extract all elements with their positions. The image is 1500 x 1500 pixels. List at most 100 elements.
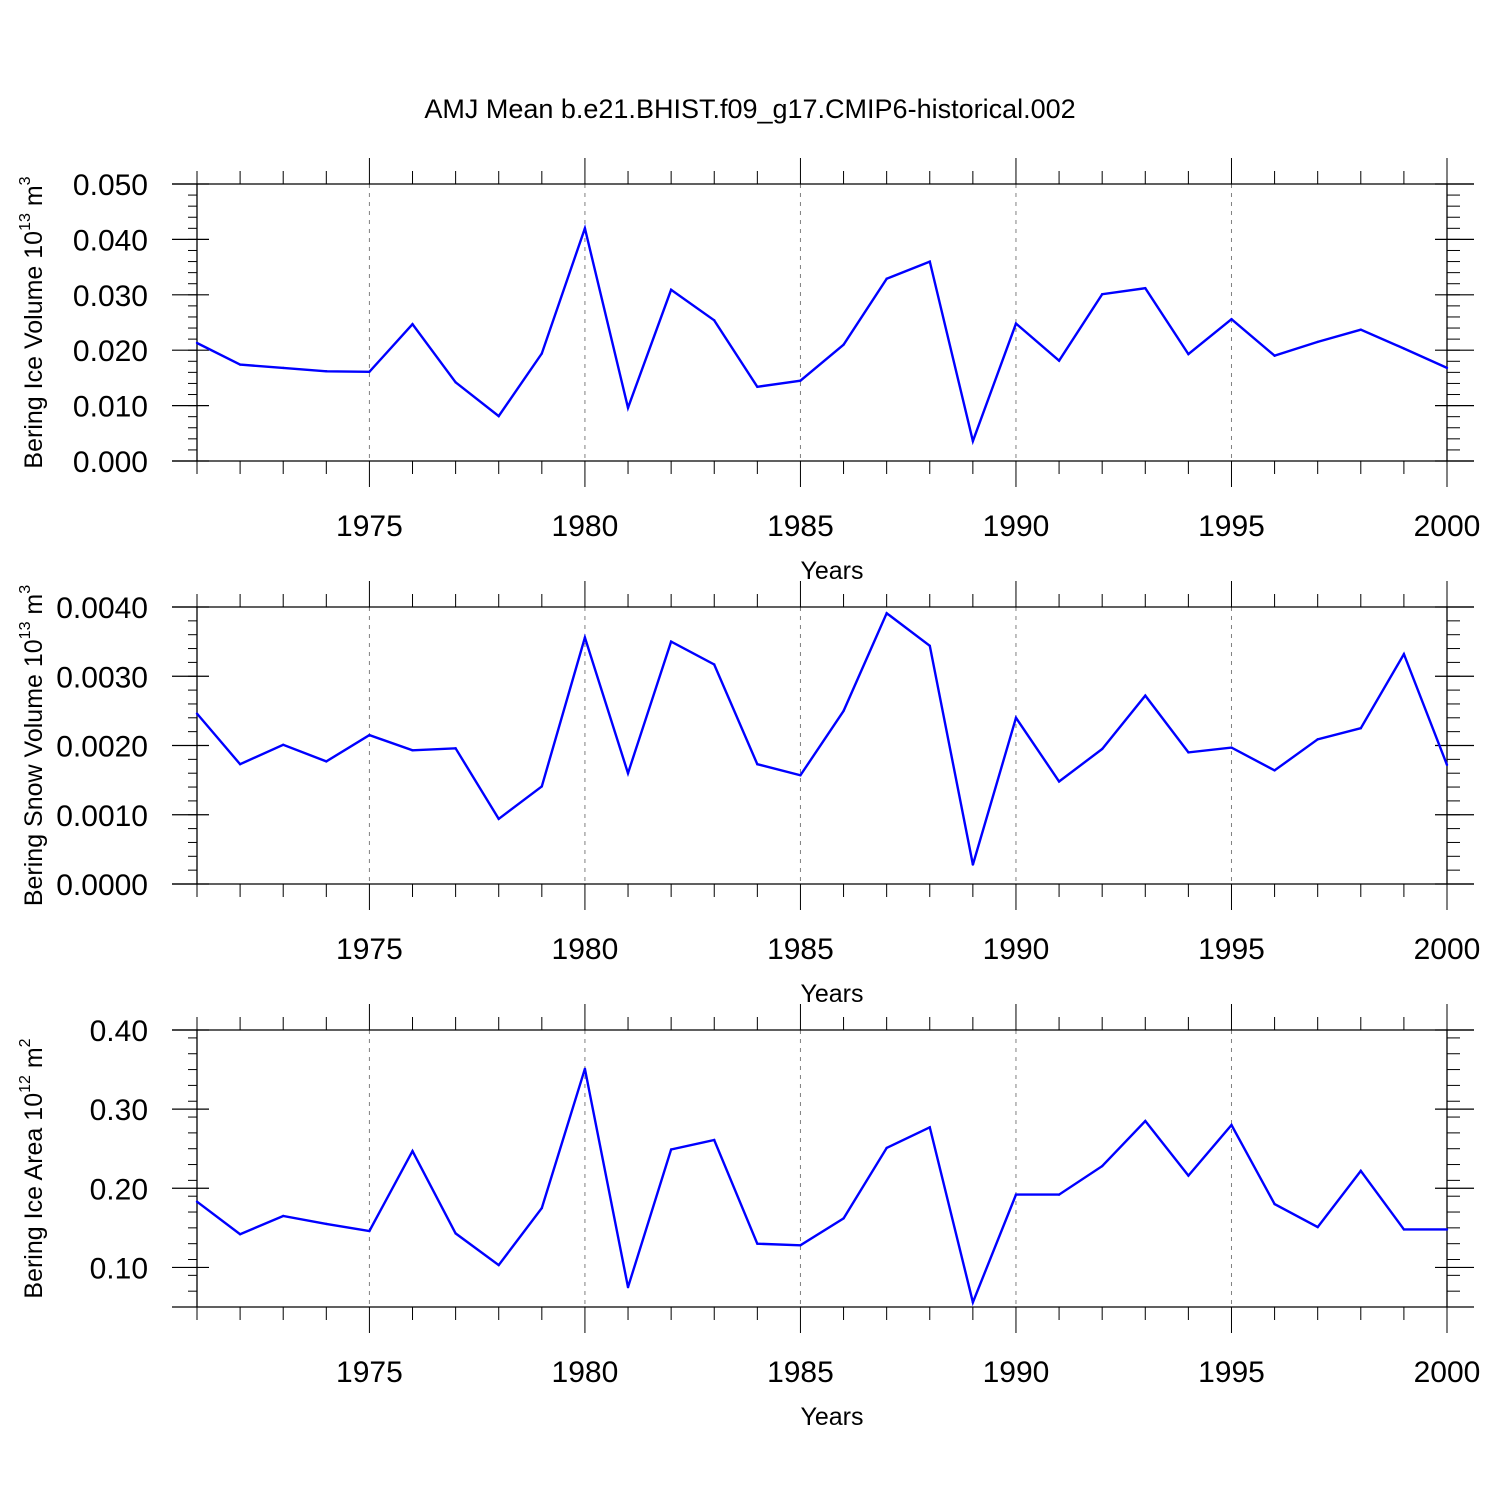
chart-panel-1: 1975 1980 1985 1990 1995 2000 Years 0.000 0.010 0… [17, 158, 1480, 585]
data-point [756, 762, 759, 766]
x-tick-label: 1990 [983, 1356, 1050, 1389]
data-point [842, 1217, 845, 1220]
data-point [756, 385, 759, 388]
x-tick-label: 2000 [1414, 1356, 1481, 1389]
y-tick-label: 0.050 [73, 169, 148, 202]
data-point [626, 1286, 630, 1289]
y-tick-label: 0.40 [90, 1015, 148, 1048]
data-point [1057, 1193, 1061, 1196]
data-point [1230, 746, 1233, 749]
data-point [1402, 652, 1406, 656]
data-point [238, 1232, 242, 1236]
data-point [1445, 366, 1449, 370]
data-point [1316, 738, 1319, 741]
x-tick-label: 2000 [1414, 933, 1481, 966]
y-tick-label: 0.30 [90, 1094, 148, 1127]
y-axis-title: Bering Ice Area 1012 m2 [17, 1038, 48, 1298]
chart-panel-2: 1975 1980 1985 1990 1995 2000 Years 0.0000 0.001… [17, 581, 1480, 1008]
data-point [1014, 322, 1018, 325]
x-tick-label: 1975 [336, 933, 403, 966]
data-point [1445, 763, 1449, 767]
data-point [713, 319, 716, 322]
data-point [411, 1149, 414, 1153]
x-tick-label: 1985 [767, 1356, 834, 1389]
y-tick-label: 0.0020 [56, 731, 148, 764]
data-point [583, 1067, 587, 1070]
data-point [583, 227, 587, 230]
y-tick-label: 0.040 [73, 224, 148, 257]
data-point [368, 370, 371, 374]
data-point [583, 636, 587, 639]
data-point [368, 1229, 371, 1233]
data-point [454, 747, 457, 750]
data-point [799, 774, 802, 777]
data-point [497, 817, 500, 821]
data-point [1100, 1164, 1104, 1168]
y-tick-label: 0.020 [73, 335, 148, 368]
data-point [1402, 1228, 1406, 1231]
data-point [928, 1126, 931, 1129]
x-tick-label: 1995 [1198, 510, 1265, 543]
data-point [1144, 694, 1147, 697]
x-tick-label: 1975 [336, 510, 403, 543]
data-point [1100, 293, 1104, 296]
data-point [1187, 1174, 1190, 1177]
data-point [497, 414, 500, 418]
y-tick-label: 0.10 [90, 1252, 148, 1285]
data-point [411, 749, 414, 752]
data-point [885, 612, 888, 615]
data-point [1316, 1225, 1319, 1229]
y-tick-label: 0.0010 [56, 800, 148, 833]
data-point [928, 260, 931, 263]
y-tick-label: 0.20 [90, 1173, 148, 1206]
x-tick-label: 1995 [1198, 1356, 1265, 1389]
data-point [282, 743, 285, 747]
x-tick-label: 1990 [983, 510, 1050, 543]
data-point [799, 1244, 802, 1247]
data-point [1230, 317, 1233, 321]
x-tick-label: 1985 [767, 933, 834, 966]
data-point [885, 277, 888, 280]
data-point [1273, 354, 1276, 357]
x-tick-label: 1980 [552, 510, 619, 543]
y-tick-label: 0.0000 [56, 869, 148, 902]
x-tick-label: 1990 [983, 933, 1050, 966]
data-point [540, 1206, 544, 1210]
data-point [325, 370, 328, 373]
data-point [1359, 328, 1362, 331]
x-tick-label: 1985 [767, 510, 834, 543]
data-point [669, 640, 673, 643]
chart-panel-3: 1975 1980 1985 1990 1995 2000 Years 0.10 0.20 0.3… [17, 1004, 1480, 1431]
data-point [1144, 1119, 1147, 1123]
data-point [842, 709, 845, 713]
data-point [195, 341, 199, 345]
x-tick-label: 1975 [336, 1356, 403, 1389]
data-point [713, 1138, 716, 1142]
data-point [626, 772, 630, 775]
data-point [368, 733, 371, 737]
data-point [1445, 1228, 1449, 1231]
x-tick-label: 1995 [1198, 933, 1265, 966]
data-point [238, 363, 242, 366]
chart-title: AMJ Mean b.e21.BHIST.f09_g17.CMIP6-histo… [424, 94, 1075, 124]
series-line-1 [196, 1068, 1447, 1307]
data-point [454, 1232, 457, 1235]
data-point [842, 343, 845, 346]
data-point [1057, 780, 1061, 783]
y-axis-title: Bering Ice Volume 1013 m3 [17, 176, 48, 468]
data-point [1014, 716, 1018, 719]
data-point [1187, 751, 1190, 754]
data-point [1359, 726, 1362, 730]
data-point [971, 863, 975, 866]
y-axis-title: Bering Snow Volume 1013 m3 [17, 585, 48, 906]
data-point [1402, 347, 1406, 350]
data-point [1144, 286, 1147, 290]
data-point [325, 760, 328, 763]
data-point [756, 1242, 759, 1245]
y-tick-label: 0.010 [73, 391, 148, 424]
x-tick-label: 2000 [1414, 510, 1481, 543]
data-point [282, 366, 285, 370]
x-tick-label: 1980 [552, 933, 619, 966]
data-point [1273, 769, 1276, 772]
